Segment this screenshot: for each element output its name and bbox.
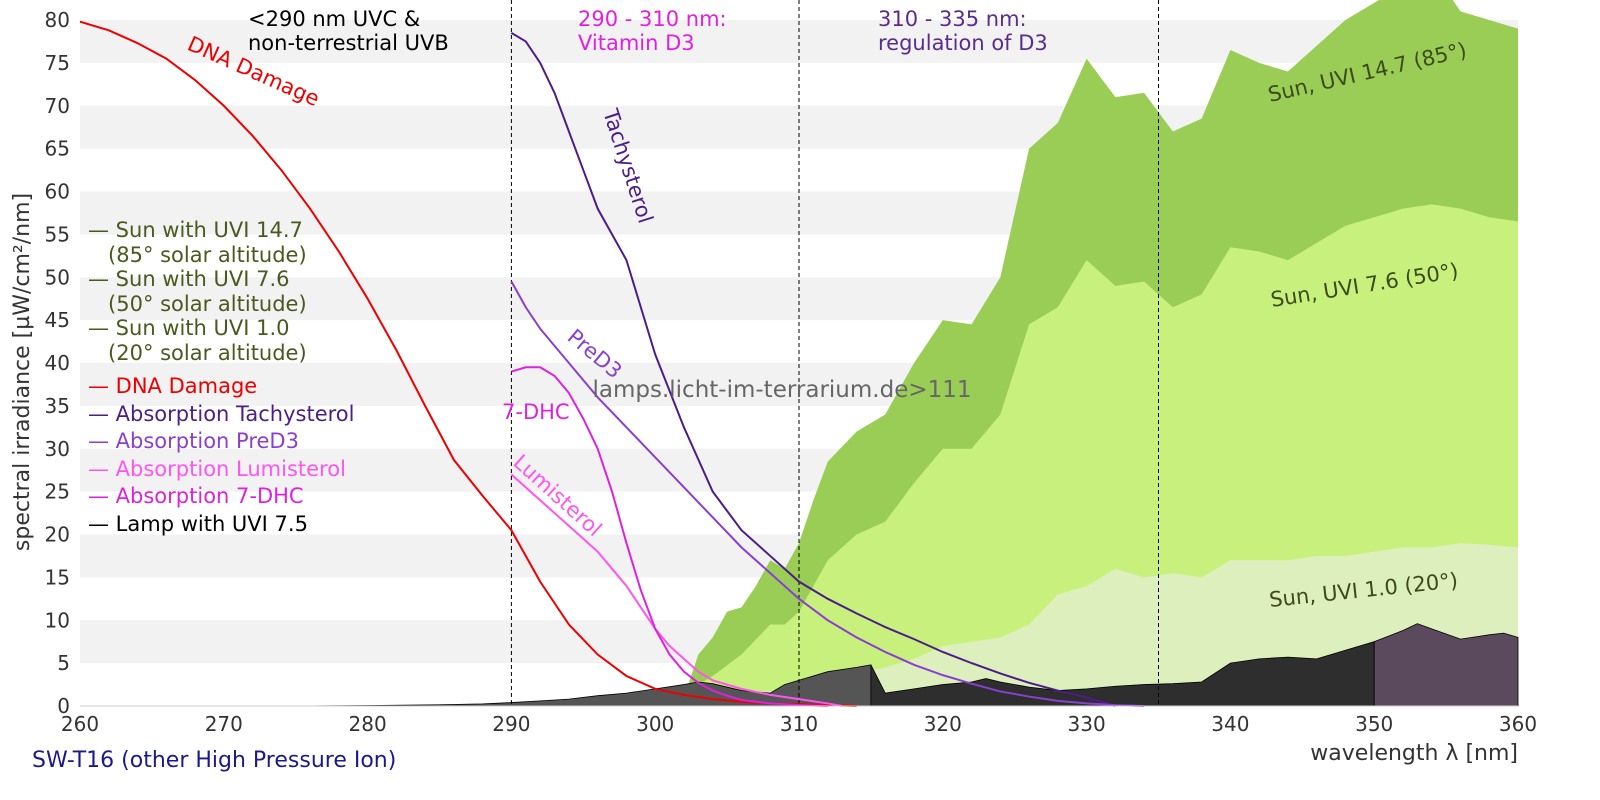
x-tick-label: 350 <box>1355 712 1393 736</box>
y-tick-label: 55 <box>45 222 70 246</box>
curve-absorption-tachysterol <box>510 32 1116 707</box>
y-axis-ticks: 0 5 10 15 20 25 30 35 40 45 50 55 60 65 70 75 80 <box>45 8 70 718</box>
watermark: lamps.licht-im-terrarium.de>111 <box>592 377 971 403</box>
y-tick-label: 25 <box>45 480 70 504</box>
region-label-line: Vitamin D3 <box>578 31 695 55</box>
y-tick-label: 30 <box>45 437 70 461</box>
legend-entry: — Sun with UVI 14.7 <box>88 218 303 242</box>
grid-band <box>80 20 1518 63</box>
legend-entry: (20° solar altitude) <box>88 341 307 365</box>
caption: SW-T16 (other High Pressure Ion) <box>32 748 396 773</box>
region-labels: <290 nm UVC &non-terrestrial UVB 290 - 31… <box>248 7 1048 55</box>
y-tick-label: 15 <box>45 565 70 589</box>
legend-entry: — Absorption 7-DHC <box>88 484 304 508</box>
x-axis-label: wavelength λ [nm] <box>1310 741 1518 766</box>
y-tick-label: 20 <box>45 523 70 547</box>
absorption-curves <box>79 20 1145 707</box>
region-label-line: 290 - 310 nm: <box>578 7 727 31</box>
sun-spectrum-areas <box>626 0 1518 707</box>
legend: — Sun with UVI 14.7 (85° solar altitude)… <box>88 218 354 536</box>
curve-label: 7-DHC <box>502 400 570 424</box>
x-axis-ticks: 260 270 280 290 300 310 320 330 340 350 360 <box>61 705 1537 736</box>
x-tick-label: 320 <box>924 712 962 736</box>
region-divider-lines <box>510 0 1159 706</box>
x-tick-label: 310 <box>780 712 818 736</box>
curve-absorption-7-dhc <box>511 366 828 707</box>
y-tick-label: 10 <box>45 608 70 632</box>
legend-entry: — Absorption PreD3 <box>88 429 299 453</box>
x-tick-label: 290 <box>492 712 530 736</box>
legend-entry: — Sun with UVI 1.0 <box>88 316 290 340</box>
legend-entry: (50° solar altitude) <box>88 292 307 316</box>
y-tick-label: 75 <box>45 51 70 75</box>
legend-entry: — Absorption Lumisterol <box>88 457 346 481</box>
y-tick-label: 45 <box>45 308 70 332</box>
y-tick-label: 50 <box>45 265 70 289</box>
y-tick-label: 5 <box>57 651 70 675</box>
y-tick-label: 80 <box>45 8 70 32</box>
legend-entry: — Lamp with UVI 7.5 <box>88 512 308 536</box>
region-label-line: non-terrestrial UVB <box>248 31 449 55</box>
curve-dna-damage <box>79 20 857 707</box>
x-tick-label: 300 <box>636 712 674 736</box>
region-label-line: regulation of D3 <box>878 31 1048 55</box>
y-tick-label: 35 <box>45 394 70 418</box>
region-label-line: <290 nm UVC & <box>248 7 420 31</box>
y-axis-label: spectral irradiance [µW/cm²/nm] <box>10 193 35 551</box>
region-label-line: 310 - 335 nm: <box>878 7 1027 31</box>
x-tick-label: 280 <box>349 712 387 736</box>
legend-entry: — Absorption Tachysterol <box>88 402 354 426</box>
x-tick-label: 270 <box>205 712 243 736</box>
y-tick-label: 0 <box>57 694 70 718</box>
legend-entry: — DNA Damage <box>88 374 257 398</box>
curve-absorption-lumisterol <box>510 473 843 707</box>
x-tick-label: 360 <box>1499 712 1537 736</box>
x-tick-label: 330 <box>1068 712 1106 736</box>
y-tick-label: 65 <box>45 137 70 161</box>
x-tick-label: 340 <box>1211 712 1249 736</box>
lamp-area-section-3 <box>1373 623 1519 707</box>
x-tick-label: 260 <box>61 712 99 736</box>
y-tick-label: 70 <box>45 94 70 118</box>
y-tick-label: 40 <box>45 351 70 375</box>
y-tick-label: 60 <box>45 180 70 204</box>
legend-entry: (85° solar altitude) <box>88 243 307 267</box>
curve-absorption-pred3 <box>510 281 1145 707</box>
legend-entry: — Sun with UVI 7.6 <box>88 267 290 291</box>
